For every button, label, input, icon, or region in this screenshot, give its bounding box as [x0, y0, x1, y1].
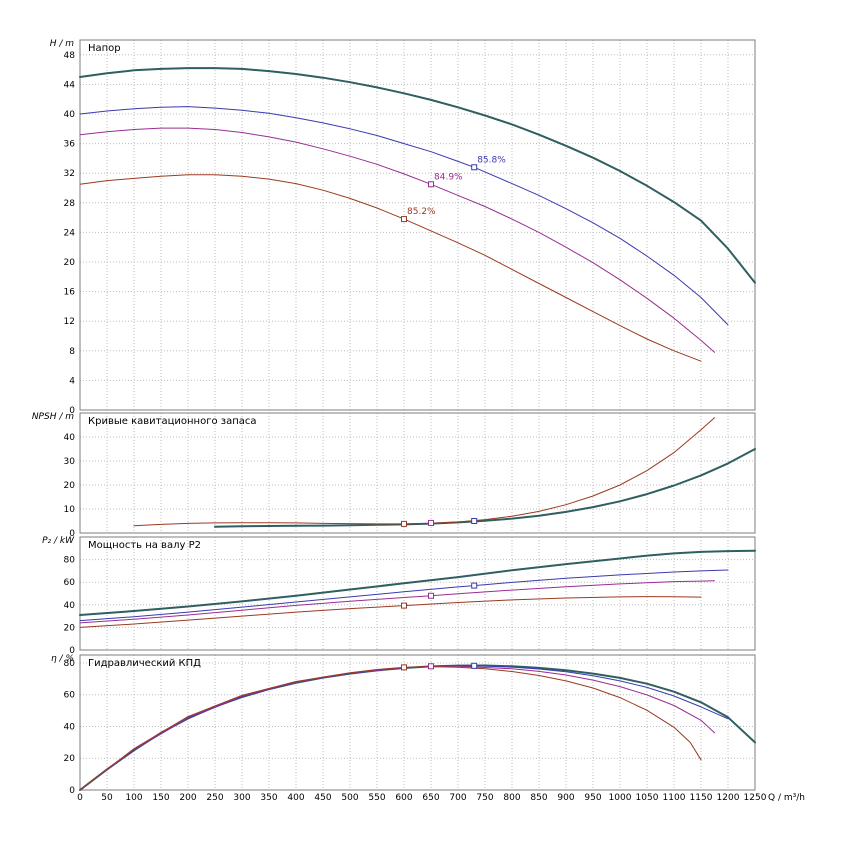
series-head-trim-2 — [79, 127, 715, 353]
y-tick-label: 4 — [69, 376, 75, 386]
y-tick-label: 20 — [64, 258, 76, 268]
panel-border — [79, 39, 756, 411]
x-tick-label: 300 — [233, 793, 250, 803]
y-tick-label: 40 — [64, 110, 76, 120]
bep-marker — [401, 664, 407, 671]
y-axis-label-head: H / m — [49, 39, 74, 49]
y-tick-label: 20 — [64, 754, 76, 764]
x-tick-label: 450 — [314, 793, 331, 803]
y-tick-label: 60 — [64, 691, 76, 701]
x-tick-label: 1250 — [744, 793, 767, 803]
y-tick-label: 0 — [69, 786, 75, 796]
y-tick-label: 8 — [69, 347, 75, 357]
y-tick-label: 44 — [64, 80, 76, 90]
x-tick-label: 1150 — [690, 793, 713, 803]
efficiency-label: 84.9% — [434, 172, 463, 182]
y-tick-label: 0 — [69, 406, 75, 416]
y-tick-label: 30 — [64, 457, 76, 467]
bep-marker — [428, 181, 434, 188]
efficiency-label: 85.8% — [477, 155, 506, 165]
x-tick-label: 250 — [206, 793, 223, 803]
x-tick-label: 1100 — [663, 793, 686, 803]
panel-border — [79, 412, 756, 534]
x-tick-label: 150 — [152, 793, 169, 803]
y-axis-label-power: P₂ / kW — [42, 536, 74, 546]
y-tick-label: 28 — [64, 199, 76, 209]
bep-marker — [471, 582, 478, 589]
panel-border — [79, 536, 756, 651]
y-tick-label: 80 — [64, 659, 76, 669]
bep-marker — [471, 662, 478, 669]
x-tick-label: 1200 — [717, 793, 740, 803]
y-axis-label-efficiency: η / % — [50, 654, 74, 664]
y-tick-label: 32 — [64, 169, 75, 179]
series-eff-trim-2 — [79, 665, 715, 791]
bep-marker — [428, 663, 434, 670]
y-tick-label: 40 — [64, 722, 76, 732]
x-tick-label: 50 — [101, 793, 113, 803]
y-tick-label: 20 — [64, 623, 76, 633]
y-tick-label: 80 — [64, 556, 76, 566]
y-axis-label-npsh: NPSH / m — [31, 412, 74, 422]
series-eff-full — [79, 664, 756, 791]
x-tick-label: 950 — [584, 793, 601, 803]
x-tick-label: 0 — [77, 793, 83, 803]
x-tick-label: 600 — [395, 793, 412, 803]
bep-marker — [428, 592, 434, 599]
y-tick-label: 48 — [64, 51, 76, 61]
panel-title-npsh: Кривые кавитационного запаса — [88, 416, 257, 427]
bep-marker — [471, 518, 478, 524]
series-npsh-full — [214, 448, 756, 528]
panel-border — [79, 654, 756, 791]
x-tick-label: 500 — [341, 793, 358, 803]
y-tick-label: 36 — [64, 140, 76, 150]
panel-title-head: Напор — [88, 43, 121, 54]
series-power-trim-1 — [79, 569, 729, 622]
panel-title-efficiency: Гидравлический КПД — [88, 658, 201, 669]
series-head-trim-3 — [79, 174, 702, 362]
bep-marker — [401, 602, 407, 609]
y-tick-label: 0 — [69, 529, 75, 539]
series-head-full — [79, 67, 756, 284]
y-tick-label: 60 — [64, 578, 76, 588]
x-tick-label: 900 — [557, 793, 574, 803]
bep-marker — [401, 520, 407, 527]
y-tick-label: 12 — [64, 317, 75, 327]
x-tick-label: 1000 — [609, 793, 632, 803]
y-tick-label: 20 — [64, 481, 76, 491]
y-tick-label: 40 — [64, 433, 76, 443]
x-tick-label: 700 — [449, 793, 466, 803]
series-eff-trim-3 — [79, 666, 702, 791]
y-tick-label: 10 — [64, 505, 76, 515]
panel-title-power: Мощность на валу P2 — [88, 540, 201, 551]
series-npsh-trim-3 — [133, 417, 715, 527]
x-axis-label: Q / m³/h — [768, 793, 805, 803]
x-tick-label: 800 — [503, 793, 520, 803]
series-power-trim-2 — [79, 580, 715, 624]
series-power-full — [79, 549, 756, 616]
y-tick-label: 40 — [64, 601, 76, 611]
bep-marker — [428, 519, 434, 526]
series-head-trim-1 — [79, 106, 729, 326]
x-tick-label: 200 — [179, 793, 196, 803]
series-power-trim-3 — [79, 596, 702, 628]
x-tick-label: 850 — [530, 793, 547, 803]
x-tick-label: 100 — [125, 793, 142, 803]
x-tick-label: 350 — [260, 793, 277, 803]
x-tick-label: 400 — [287, 793, 304, 803]
x-tick-label: 750 — [476, 793, 493, 803]
y-tick-label: 0 — [69, 646, 75, 656]
efficiency-label: 85.2% — [407, 207, 436, 217]
y-tick-label: 16 — [64, 288, 76, 298]
x-tick-label: 1050 — [636, 793, 659, 803]
bep-marker — [401, 216, 407, 223]
y-tick-label: 24 — [64, 228, 76, 238]
x-tick-label: 650 — [422, 793, 439, 803]
bep-marker — [471, 164, 478, 171]
x-tick-label: 550 — [368, 793, 385, 803]
